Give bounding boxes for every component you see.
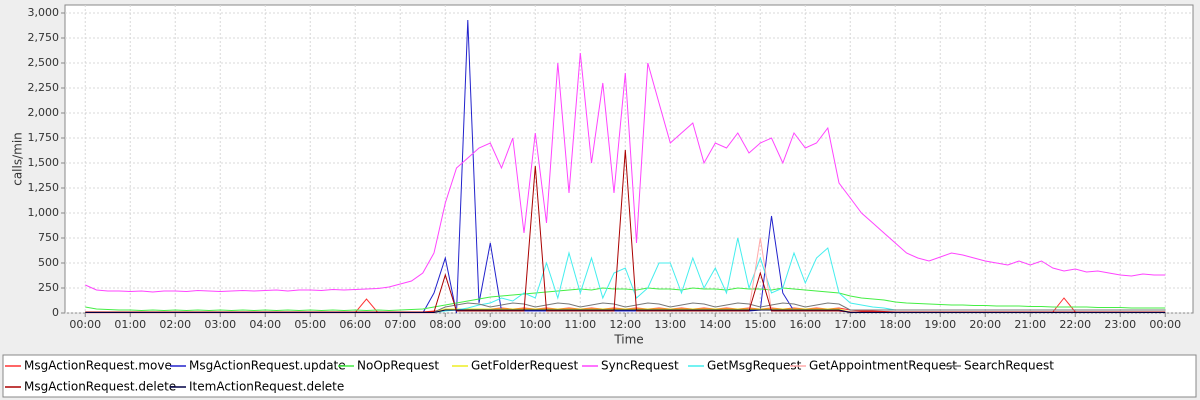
x-tick-label: 03:00 [204,318,236,331]
x-tick-label: 23:00 [1104,318,1136,331]
series-line [85,52,1166,293]
y-tick-label: 1,500 [28,156,60,169]
x-tick-label: 14:00 [699,318,731,331]
legend-label: GetMsgRequest [707,359,802,373]
legend-label: ItemActionRequest.delete [189,380,344,394]
x-tick-label: 21:00 [1014,318,1046,331]
x-tick-label: 01:00 [114,318,146,331]
x-tick-label: 19:00 [924,318,956,331]
legend-label: MsgActionRequest.update [189,359,346,373]
x-tick-label: 07:00 [384,318,416,331]
x-tick-label: 18:00 [879,318,911,331]
x-tick-label: 13:00 [654,318,686,331]
legend-label: MsgActionRequest.move [24,359,172,373]
legend-label: SearchRequest [964,359,1054,373]
legend [2,354,1197,398]
x-tick-label: 00:00 [69,318,101,331]
x-tick-label: 05:00 [294,318,326,331]
x-tick-label: 15:00 [744,318,776,331]
x-tick-label: 09:00 [474,318,506,331]
series-layer [65,5,1193,314]
y-tick-label: 2,250 [28,81,60,94]
y-tick-label: 3,000 [28,6,60,19]
y-tick-label: 250 [38,281,59,294]
y-tick-label: 1,750 [28,131,60,144]
y-tick-label: 1,000 [28,206,60,219]
y-tick-label: 2,750 [28,31,60,44]
legend-items: MsgActionRequest.move MsgActionRequest.up… [5,359,1054,394]
legend-label: GetAppointmentRequest [809,359,957,373]
y-axis-label: calls/min [11,132,25,186]
x-tick-label: 04:00 [249,318,281,331]
x-tick-label: 10:00 [519,318,551,331]
y-tick-label: 0 [52,306,59,319]
x-tick-label: 11:00 [564,318,596,331]
y-tick-label: 2,500 [28,56,60,69]
x-tick-label: 12:00 [609,318,641,331]
y-tick-label: 1,250 [28,181,60,194]
x-tick-label: 06:00 [339,318,371,331]
y-tick-label: 2,000 [28,106,60,119]
y-tick-label: 750 [38,231,59,244]
series-line [85,287,1166,312]
x-tick-label: 16:00 [789,318,821,331]
x-tick-label: 17:00 [834,318,866,331]
x-tick-label: 02:00 [159,318,191,331]
y-tick-label: 500 [38,256,59,269]
legend-label: NoOpRequest [357,359,439,373]
legend-label: SyncRequest [601,359,679,373]
series-line [85,309,1166,313]
x-tick-label: 00:00 [1149,318,1181,331]
x-axis-label: Time [613,333,643,347]
x-tick-label: 22:00 [1059,318,1091,331]
x-tick-label: 08:00 [429,318,461,331]
legend-label: MsgActionRequest.delete [24,380,176,394]
x-tick-label: 20:00 [969,318,1001,331]
legend-label: GetFolderRequest [471,359,579,373]
plot-area [64,4,1194,314]
